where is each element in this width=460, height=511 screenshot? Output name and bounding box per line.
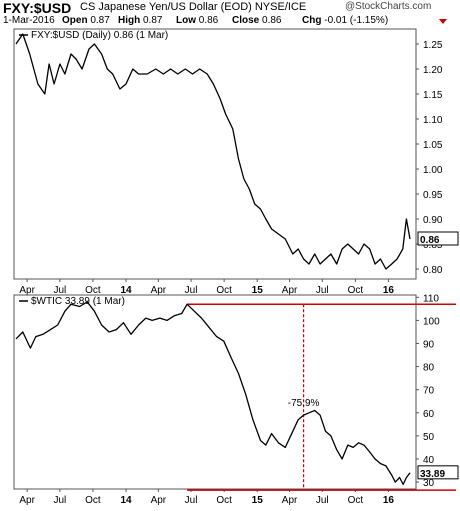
last-value-label: 0.86 xyxy=(420,235,440,246)
y-tick-label: 1.10 xyxy=(423,115,443,126)
last-value-label: 33.89 xyxy=(420,469,445,480)
price-series-line xyxy=(15,33,411,270)
x-tick-label: Apr xyxy=(282,285,298,296)
change-quote: Chg -0.01 (-1.15%) xyxy=(302,15,389,26)
x-tick-label: Jul xyxy=(53,285,66,296)
x-tick-label: Oct xyxy=(348,495,364,506)
low-quote: Low 0.86 xyxy=(176,15,219,26)
x-tick-label: Jul xyxy=(185,285,198,296)
x-tick-label: Oct xyxy=(216,285,232,296)
y-tick-label: 0.95 xyxy=(423,190,443,201)
x-tick-label: Apr xyxy=(19,495,35,506)
y-tick-label: 30 xyxy=(423,478,435,489)
x-tick-label: Apr xyxy=(19,285,35,296)
stockcharts-watermark[interactable]: @StockCharts.com xyxy=(345,1,432,12)
x-tick-label: 16 xyxy=(383,285,395,296)
x-tick-label: 14 xyxy=(120,495,132,506)
y-tick-label: 1.05 xyxy=(423,140,443,151)
y-tick-label: 1.20 xyxy=(423,65,443,76)
symbol-description: CS Japanese Yen/US Dollar (EOD) NYSE/ICE xyxy=(80,1,307,13)
x-tick-label: Apr xyxy=(282,495,298,506)
x-tick-label: Jul xyxy=(185,495,198,506)
x-tick-label: Jul xyxy=(53,495,66,506)
open-quote: Open 0.87 xyxy=(62,15,110,26)
high-quote: High 0.87 xyxy=(118,15,163,26)
x-tick-label: 14 xyxy=(120,285,132,296)
chart-header: FXY:$USD CS Japanese Yen/US Dollar (EOD)… xyxy=(0,0,460,26)
x-tick-label: 15 xyxy=(252,495,264,506)
y-tick-label: 1.15 xyxy=(423,90,443,101)
y-tick-label: 50 xyxy=(423,432,435,443)
plot-frame xyxy=(13,28,417,280)
x-tick-label: Jul xyxy=(316,495,329,506)
down-arrow-icon xyxy=(439,19,447,24)
plot-frame xyxy=(13,294,417,490)
y-tick-label: 110 xyxy=(423,293,439,304)
x-tick-label: 16 xyxy=(383,495,395,506)
y-tick-label: 1.00 xyxy=(423,165,443,176)
y-tick-label: 90 xyxy=(423,340,435,351)
symbol-title: FXY:$USD xyxy=(3,0,72,16)
last-value-box xyxy=(417,465,459,480)
x-tick-label: Oct xyxy=(216,495,232,506)
legend-label: FXY:$USD (Daily) 0.86 (1 Mar) xyxy=(31,30,168,41)
x-tick-label: Oct xyxy=(85,495,101,506)
price-series-line xyxy=(15,301,411,486)
y-tick-label: 100 xyxy=(423,316,440,327)
annotation-label: -75.9% xyxy=(288,398,320,409)
y-tick-label: 80 xyxy=(423,363,435,374)
x-tick-label: Oct xyxy=(348,285,364,296)
y-tick-label: 70 xyxy=(423,386,435,397)
close-quote: Close 0.86 xyxy=(232,15,282,26)
x-tick-label: Apr xyxy=(151,285,167,296)
y-tick-label: 40 xyxy=(423,455,435,466)
y-tick-label: 0.80 xyxy=(423,265,443,276)
legend-label: $WTIC 33.89 (1 Mar) xyxy=(31,296,125,307)
x-tick-label: 15 xyxy=(252,285,264,296)
y-tick-label: 1.25 xyxy=(423,40,443,51)
x-tick-label: Apr xyxy=(151,495,167,506)
y-tick-label: 60 xyxy=(423,409,435,420)
last-value-box xyxy=(417,231,459,246)
x-tick-label: Jul xyxy=(316,285,329,296)
x-tick-label: Oct xyxy=(85,285,101,296)
y-tick-label: 0.90 xyxy=(423,215,443,226)
quote-date: 1-Mar-2016 xyxy=(3,15,55,26)
